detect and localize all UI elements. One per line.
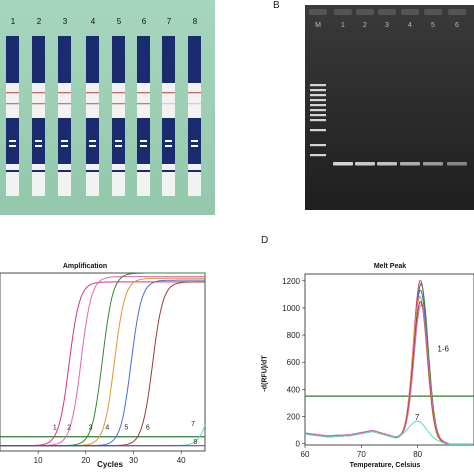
amplicon-band xyxy=(400,162,420,166)
curve-label: 8 xyxy=(194,439,198,446)
gel-well xyxy=(334,9,352,15)
curve-label: 7 xyxy=(191,421,195,428)
panel-d: D Melt Peak 0 200 400 600 800 1000 1200 60 70 80 1… xyxy=(245,230,474,474)
strip-number-label: 8 xyxy=(193,17,198,26)
amplification-title: Amplification xyxy=(62,263,108,270)
ladder-band xyxy=(310,89,326,92)
melt-peak-title: Melt Peak xyxy=(373,263,407,270)
lane-label: 2 xyxy=(363,22,367,29)
curve-label: 3 xyxy=(89,425,93,432)
x-tick-label: 10 xyxy=(34,456,43,465)
test-strip: 5 xyxy=(112,17,125,196)
strip-number-label: 5 xyxy=(117,17,122,26)
amplification-x-label: Cycles xyxy=(97,460,123,469)
test-strip: 7 xyxy=(162,17,175,196)
panel-b-label: B xyxy=(273,0,280,11)
ladder-band xyxy=(310,154,326,157)
x-tick-label: 20 xyxy=(81,456,90,465)
melt-annotation: 7 xyxy=(415,413,420,422)
y-tick-label: 200 xyxy=(287,413,301,422)
strip-number-label: 7 xyxy=(167,17,172,26)
ladder-band xyxy=(310,119,326,122)
melt-curve xyxy=(304,304,473,445)
melt-peak-x-label: Temperature, Celsius xyxy=(349,462,421,469)
gel-well xyxy=(356,9,374,15)
ladder-band xyxy=(310,109,326,112)
panel-b: B M 1 2 3 4 5 6 xyxy=(245,0,474,215)
x-tick-label: 70 xyxy=(357,450,366,459)
amplicon-band xyxy=(447,162,467,166)
agarose-gel-image: M 1 2 3 4 5 6 xyxy=(305,5,474,210)
strip-number-label: 3 xyxy=(63,17,68,26)
strip-number-label: 1 xyxy=(11,17,16,26)
curve-label: 4 xyxy=(105,425,109,432)
strip-number-label: 4 xyxy=(91,17,96,26)
lane-label: 3 xyxy=(385,22,389,29)
curve-label: 6 xyxy=(146,425,150,432)
strip-number-label: 6 xyxy=(142,17,147,26)
ladder-band xyxy=(310,104,326,107)
amplification-chart: 10 20 30 40 1 2 3 4 5 6 7 8 xyxy=(0,272,206,465)
curve-label: 2 xyxy=(67,425,71,432)
gel-well xyxy=(424,9,442,15)
gel-well xyxy=(401,9,419,15)
panel-a: 1 2 3 4 5 6 7 8 xyxy=(0,0,215,215)
y-tick-label: 1000 xyxy=(282,304,300,313)
melt-peak-chart: 0 200 400 600 800 1000 1200 60 70 80 1-6 7 xyxy=(282,273,474,459)
ladder-band xyxy=(310,99,326,102)
x-tick-label: 40 xyxy=(177,456,186,465)
lane-label: M xyxy=(315,22,321,29)
melt-curve xyxy=(304,420,473,445)
panel-d-label: D xyxy=(261,235,269,246)
curve-label: 5 xyxy=(124,425,128,432)
amplicon-band xyxy=(423,162,443,166)
y-tick-label: 400 xyxy=(287,385,301,394)
melt-annotation: 1-6 xyxy=(437,344,449,353)
test-strip: 3 xyxy=(58,17,71,196)
melt-peak-y-label: -d(RFU)/dT xyxy=(261,355,269,392)
ladder-band xyxy=(310,114,326,117)
x-tick-label: 60 xyxy=(301,450,310,459)
y-tick-label: 0 xyxy=(296,440,301,449)
y-tick-label: 1200 xyxy=(282,277,300,286)
amplicon-band xyxy=(355,162,375,166)
curve-label: 1 xyxy=(53,425,57,432)
amplicon-band xyxy=(333,162,353,166)
strip-number-label: 2 xyxy=(37,17,42,26)
test-strip: 1 xyxy=(6,17,19,196)
gel-well xyxy=(448,9,466,15)
amplicon-band xyxy=(377,162,397,166)
test-strip: 6 xyxy=(137,17,150,196)
y-tick-label: 800 xyxy=(287,331,301,340)
ladder-band xyxy=(310,84,326,87)
lateral-flow-strips-photo: 1 2 3 4 5 6 7 8 xyxy=(0,0,215,215)
test-strip: 4 xyxy=(86,17,99,196)
x-tick-label: 30 xyxy=(129,456,138,465)
ladder-band xyxy=(310,144,326,147)
lane-label: 1 xyxy=(341,22,345,29)
ladder-band xyxy=(310,94,326,97)
panel-c: Amplification 10 20 30 40 1 2 3 4 5 6 7 8 Cycles xyxy=(0,255,215,474)
lane-label: 6 xyxy=(455,22,459,29)
test-strip: 8 xyxy=(188,17,201,196)
gel-well xyxy=(309,9,327,15)
y-tick-label: 600 xyxy=(287,358,301,367)
ladder-band xyxy=(310,129,326,132)
lane-label: 5 xyxy=(431,22,435,29)
lane-label: 4 xyxy=(408,22,412,29)
x-tick-label: 80 xyxy=(413,450,422,459)
gel-well xyxy=(378,9,396,15)
melt-plot-area xyxy=(304,273,474,446)
test-strip: 2 xyxy=(32,17,45,196)
